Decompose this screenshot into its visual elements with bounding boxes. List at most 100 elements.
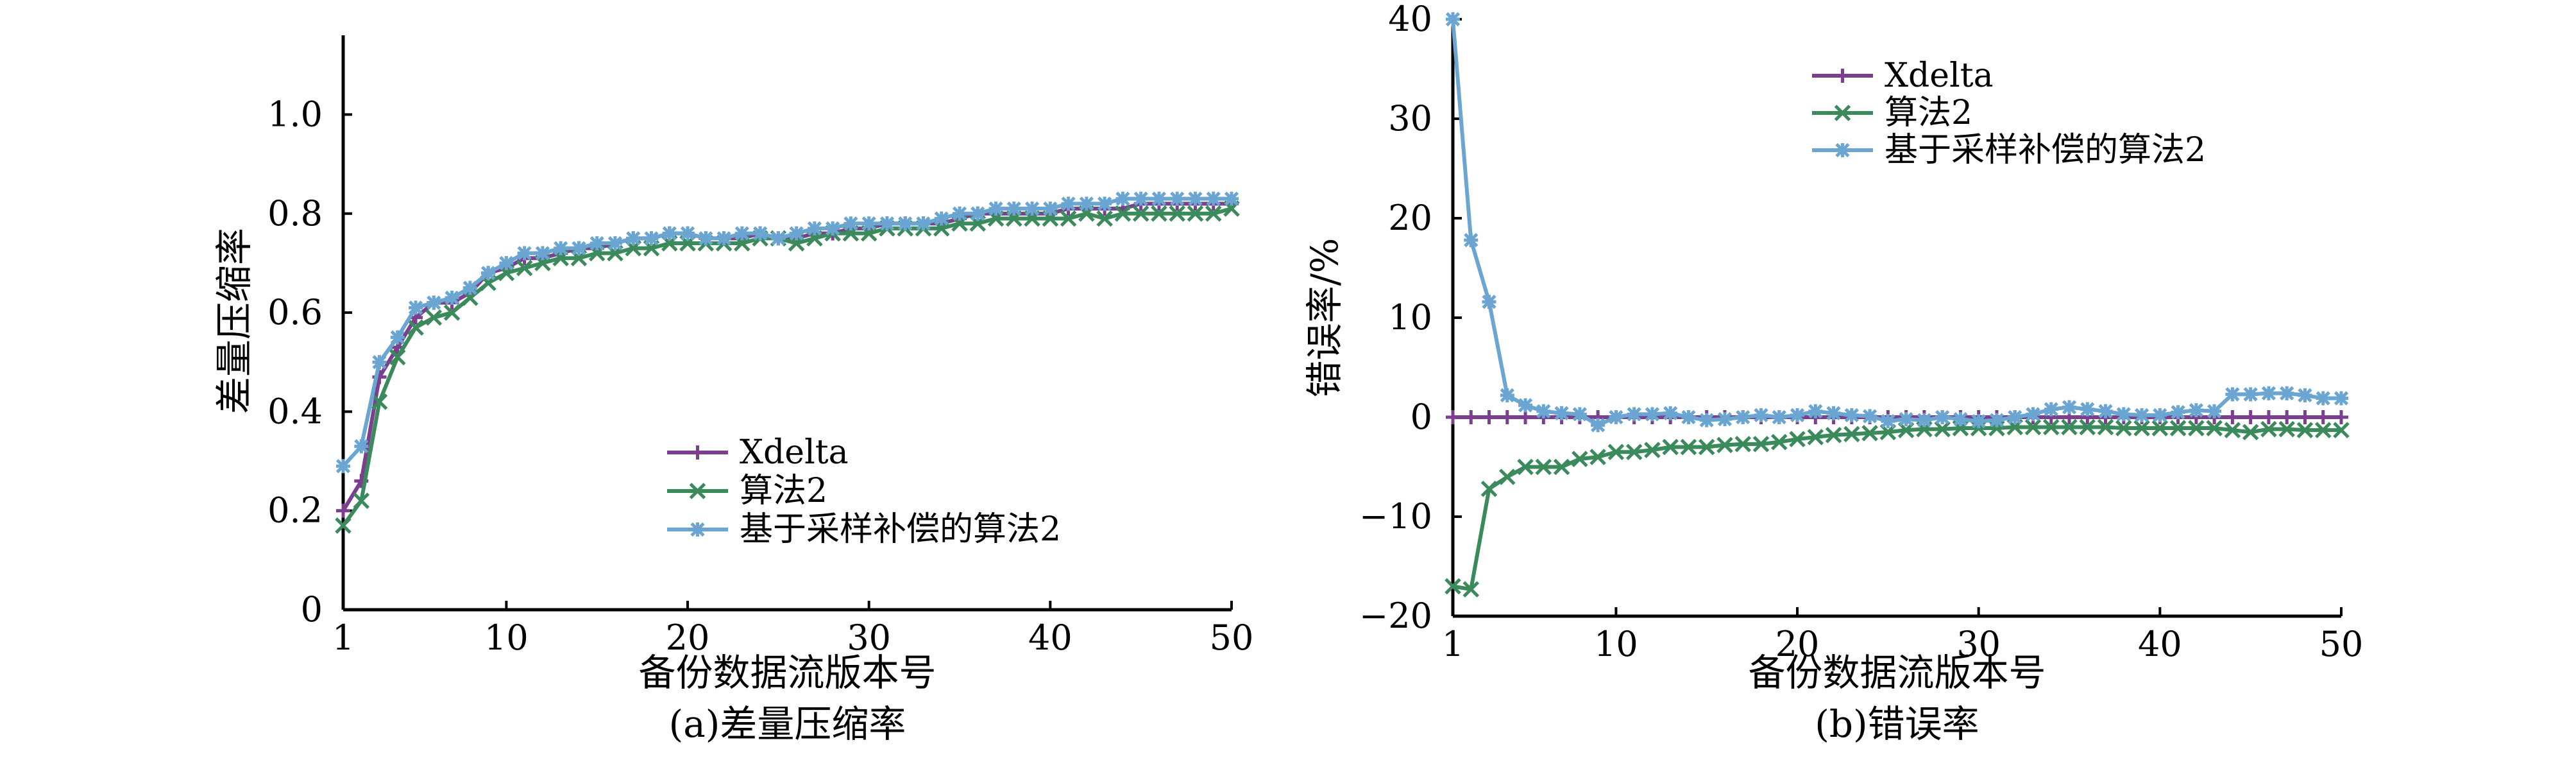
data-point bbox=[2207, 404, 2222, 418]
data-point bbox=[2061, 418, 2078, 436]
data-point bbox=[1115, 191, 1130, 206]
y-tick-label: 30 bbox=[1388, 98, 1432, 139]
data-point bbox=[1899, 411, 1913, 427]
data-point bbox=[1589, 449, 1606, 465]
data-point bbox=[2133, 420, 2150, 436]
x-tick-label: 20 bbox=[666, 617, 710, 658]
data-point bbox=[1480, 480, 1498, 497]
data-point bbox=[2169, 420, 2187, 436]
data-point bbox=[2206, 420, 2223, 436]
data-point bbox=[1627, 407, 1641, 422]
data-point bbox=[952, 206, 967, 221]
data-point bbox=[1536, 404, 1551, 418]
data-point bbox=[2189, 403, 2203, 418]
data-point bbox=[826, 221, 840, 236]
data-point bbox=[408, 300, 423, 315]
x-axis-label: 备份数据流版本号 bbox=[1748, 651, 2046, 694]
y-tick-label: −10 bbox=[1359, 496, 1432, 537]
y-tick-label: −20 bbox=[1359, 596, 1432, 636]
x-tick-label: 10 bbox=[1594, 624, 1638, 664]
data-point bbox=[445, 290, 459, 306]
data-point bbox=[589, 236, 604, 251]
data-point bbox=[1717, 411, 1733, 427]
data-point bbox=[2153, 408, 2167, 423]
data-point bbox=[443, 304, 461, 321]
data-point bbox=[1716, 436, 1733, 454]
data-point bbox=[2134, 408, 2149, 423]
y-tick-label: 10 bbox=[1388, 297, 1432, 338]
data-point bbox=[1043, 201, 1058, 216]
y-tick-label: 40 bbox=[1388, 0, 1432, 39]
data-point bbox=[861, 216, 876, 231]
x-tick-label: 10 bbox=[484, 617, 529, 658]
data-point bbox=[2280, 386, 2294, 401]
data-point bbox=[1169, 205, 1185, 222]
data-point bbox=[354, 439, 369, 454]
data-point bbox=[1808, 404, 1823, 418]
y-tick-label: 0.6 bbox=[267, 292, 323, 332]
data-point bbox=[1645, 407, 1660, 422]
data-point bbox=[2024, 418, 2042, 436]
data-point bbox=[1681, 409, 1696, 425]
data-point bbox=[607, 236, 623, 251]
series-2 bbox=[1445, 12, 2349, 433]
data-point bbox=[1187, 205, 1204, 222]
data-point bbox=[389, 349, 406, 366]
data-point bbox=[1644, 442, 1661, 458]
data-point bbox=[1445, 12, 1461, 27]
data-point bbox=[2224, 422, 2241, 438]
data-point bbox=[2278, 420, 2295, 438]
legend-label: Xdelta bbox=[740, 433, 849, 472]
y-tick-label: 0.4 bbox=[267, 391, 323, 431]
data-point bbox=[1500, 410, 1514, 424]
data-point bbox=[2079, 418, 2096, 436]
y-tick-label: 0 bbox=[301, 589, 323, 630]
data-point bbox=[1662, 438, 1679, 456]
data-point bbox=[2243, 387, 2258, 402]
data-point bbox=[1205, 205, 1222, 222]
chart-b-error-rate: 1 10 20 30 40 50 −20 −10 0 10 20 30 40 备份数据流版本号 错误率/% (… bbox=[1303, 0, 2363, 746]
data-point bbox=[1572, 407, 1587, 422]
data-point bbox=[2062, 400, 2077, 415]
data-point bbox=[2188, 420, 2205, 436]
data-point bbox=[1151, 205, 1167, 222]
y-tick-label: 0.2 bbox=[267, 490, 323, 531]
data-point bbox=[1572, 451, 1588, 467]
data-point bbox=[2334, 410, 2348, 424]
data-point bbox=[2334, 391, 2349, 406]
data-point bbox=[371, 393, 388, 410]
data-point bbox=[535, 246, 550, 261]
legend-marker bbox=[1834, 105, 1851, 121]
data-point bbox=[2151, 420, 2169, 436]
data-point bbox=[2298, 410, 2312, 424]
data-point bbox=[934, 211, 949, 226]
data-point bbox=[1789, 431, 1806, 447]
data-point bbox=[1934, 420, 1951, 438]
legend-marker bbox=[1835, 69, 1850, 83]
data-point bbox=[2171, 405, 2185, 420]
data-point bbox=[2026, 407, 2040, 422]
data-point bbox=[462, 280, 477, 295]
data-point bbox=[1132, 205, 1149, 222]
chart-caption: (b)错误率 bbox=[1815, 702, 1979, 746]
data-point bbox=[1518, 410, 1533, 424]
data-point bbox=[2316, 410, 2330, 424]
data-point bbox=[1881, 414, 1895, 429]
data-point bbox=[1663, 406, 1678, 420]
data-point bbox=[1224, 191, 1239, 206]
data-point bbox=[771, 231, 786, 246]
data-point bbox=[2097, 418, 2114, 436]
data-point bbox=[516, 259, 533, 277]
data-point bbox=[1843, 426, 1860, 443]
data-point bbox=[1517, 458, 1534, 476]
data-point bbox=[1553, 458, 1570, 476]
data-point bbox=[843, 216, 858, 231]
data-point bbox=[2261, 410, 2276, 424]
series-1 bbox=[1445, 418, 2350, 598]
data-point bbox=[425, 309, 443, 326]
data-point bbox=[372, 355, 387, 370]
data-point bbox=[1917, 413, 1932, 427]
x-tick-label: 50 bbox=[1210, 617, 1254, 658]
legend-marker bbox=[689, 483, 706, 499]
data-point bbox=[1518, 398, 1533, 413]
